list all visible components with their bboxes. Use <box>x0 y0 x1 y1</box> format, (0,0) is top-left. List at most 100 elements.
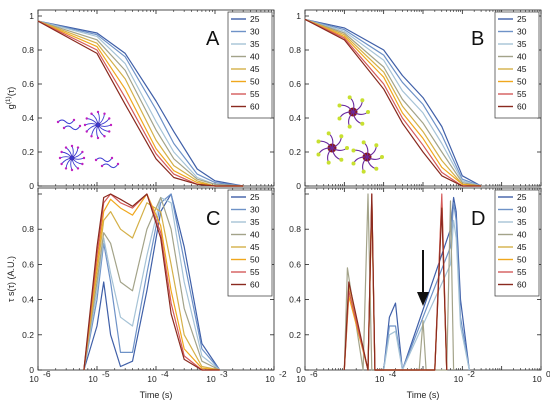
arm-end <box>361 140 366 145</box>
legend-label: 40 <box>250 52 260 62</box>
arm-end <box>76 167 80 170</box>
panel-A: A 25 30 35 40 45 50 55 60 <box>37 9 275 187</box>
arm-end <box>60 150 63 154</box>
arm-end <box>326 131 331 136</box>
y-tick-label: 1 <box>29 11 34 21</box>
y-axis-label-top: g(1)(τ) <box>5 87 16 110</box>
arm-end <box>96 110 100 114</box>
legend-label: 25 <box>517 14 527 24</box>
legend-label: 30 <box>250 27 260 37</box>
arm-end <box>58 156 62 160</box>
legend-label: 40 <box>517 230 527 240</box>
panel-letter: A <box>206 28 220 50</box>
x-tick-exponent: 0 <box>546 369 550 379</box>
series-line-30 <box>304 18 482 187</box>
x-axis-label-left: Time (s) <box>140 390 173 400</box>
legend-label: 25 <box>250 192 260 202</box>
arm-end <box>90 135 93 138</box>
x-tick-exponent: -4 <box>161 369 169 379</box>
series-line-55 <box>343 193 448 371</box>
chain-end <box>116 162 120 166</box>
arm-end <box>76 146 80 149</box>
panel-letter: C <box>206 208 220 230</box>
arm <box>70 157 73 171</box>
chain-end <box>78 124 82 128</box>
arm-end <box>90 112 93 115</box>
arm-end <box>83 123 87 127</box>
legend-box <box>227 189 273 297</box>
series-line-60 <box>304 18 482 187</box>
chain <box>57 119 75 125</box>
legend: 25 30 35 40 45 50 55 60 <box>227 189 273 297</box>
y-tick-label: 0.6 <box>22 259 34 269</box>
series-line-45 <box>83 202 220 371</box>
legend-label: 60 <box>517 280 527 290</box>
series-line-25 <box>37 20 244 187</box>
series-line-40 <box>83 196 220 371</box>
y-tick-label: 0.2 <box>289 147 301 157</box>
micelle-icon <box>337 95 370 129</box>
legend-label: 35 <box>250 217 260 227</box>
series-line-25 <box>304 18 482 187</box>
y-tick-label: 0.4 <box>22 113 34 123</box>
arm-end <box>81 150 84 154</box>
y-tick-label: 0.8 <box>289 45 301 55</box>
y-tick-label: 0.2 <box>22 330 34 340</box>
arm-end <box>316 152 321 157</box>
chain-end <box>72 118 76 122</box>
arm <box>71 157 85 160</box>
arm-end <box>108 117 111 120</box>
legend-label: 25 <box>517 192 527 202</box>
x-tick-label: 10 <box>265 374 275 384</box>
arm-end <box>326 160 331 165</box>
arm-end <box>70 168 74 172</box>
x-tick-exponent: -2 <box>467 369 475 379</box>
series-line-35 <box>304 18 482 187</box>
legend: 25 30 35 40 45 50 55 60 <box>494 189 540 297</box>
arm-end <box>64 146 68 149</box>
linear-chain-icon <box>100 162 120 169</box>
legend-label: 50 <box>517 255 527 265</box>
y-tick-label: 0 <box>29 181 34 191</box>
x-tick-label: 10 <box>29 374 39 384</box>
arm <box>71 145 74 159</box>
arm-end <box>64 167 68 170</box>
series-line-35 <box>83 196 221 371</box>
y-tick-label: 0.6 <box>22 79 34 89</box>
panel-B: B 25 30 35 40 45 50 55 60 <box>304 9 542 187</box>
legend-label: 35 <box>517 217 527 227</box>
chain-end <box>94 158 98 162</box>
legend-label: 30 <box>517 205 527 215</box>
y-tick-label: 1 <box>296 11 301 21</box>
y-tick-label: 0.4 <box>22 295 34 305</box>
x-tick-label: 10 <box>375 374 385 384</box>
legend-label: 50 <box>250 255 260 265</box>
arm-end <box>339 134 344 139</box>
arm-end <box>366 110 370 114</box>
legend-box <box>494 189 540 297</box>
arm <box>59 156 73 159</box>
panel-letter: B <box>471 28 484 50</box>
arm-end <box>374 166 379 171</box>
arm-end <box>345 146 349 150</box>
x-tick-exponent: -5 <box>102 369 110 379</box>
arm-end <box>361 169 366 174</box>
arm-end <box>351 148 356 153</box>
y-tick-label: 0.4 <box>289 113 301 123</box>
legend: 25 30 35 40 45 50 55 60 <box>494 11 540 119</box>
x-tick-label: 10 <box>88 374 98 384</box>
series-line-55 <box>83 193 220 371</box>
arm-end <box>374 143 379 148</box>
series-line-30 <box>371 202 470 371</box>
arm-end <box>108 130 111 133</box>
series-line-25 <box>83 193 221 371</box>
series-line-60 <box>83 193 220 371</box>
panel-D: D 25 30 35 40 45 50 55 60 <box>304 187 542 371</box>
y-tick-label: 0 <box>296 365 301 375</box>
legend-label: 60 <box>517 102 527 112</box>
legend-box <box>227 11 273 119</box>
x-tick-label: 10 <box>532 374 542 384</box>
x-tick-label: 10 <box>206 374 216 384</box>
y-tick-label: 0 <box>296 181 301 191</box>
y-axis-label-bottom: τ s(τ) (A.U.) <box>6 256 16 302</box>
